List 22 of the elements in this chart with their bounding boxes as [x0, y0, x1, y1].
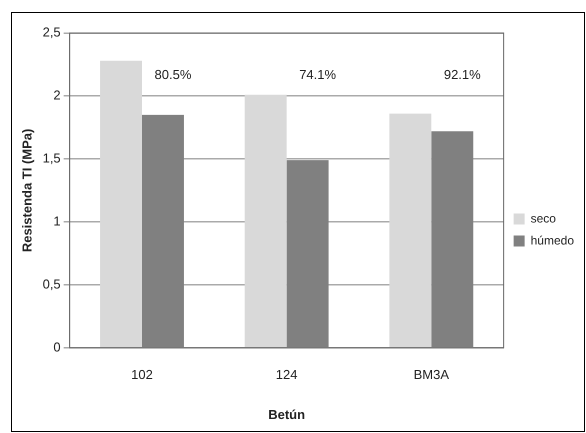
x-tick-label: 124: [276, 367, 298, 382]
y-tick-label: 0: [53, 339, 61, 354]
legend-label: húmedo: [530, 233, 574, 248]
x-tick-label: 102: [131, 367, 153, 382]
y-axis-title: Resistenda TI (MPa): [19, 128, 34, 252]
bar: [286, 160, 329, 348]
x-axis-title: Betún: [268, 406, 306, 422]
annotation: 74.1%: [299, 67, 336, 82]
y-tick-label: 0,5: [42, 276, 61, 292]
y-tick-label: 2: [53, 88, 61, 103]
bar: [389, 114, 432, 348]
y-tick-label: 1,5: [42, 150, 61, 166]
bar: [244, 94, 287, 348]
x-tick-label: BM3A: [414, 367, 450, 382]
legend-label: seco: [530, 211, 556, 226]
bar: [100, 60, 142, 348]
y-tick-label: 1: [53, 213, 61, 228]
bar: [142, 114, 184, 348]
annotation: 92.1%: [444, 67, 482, 82]
y-tick-label: 2,5: [42, 24, 61, 40]
annotation: 80.5%: [154, 67, 192, 82]
bar: [431, 131, 474, 348]
